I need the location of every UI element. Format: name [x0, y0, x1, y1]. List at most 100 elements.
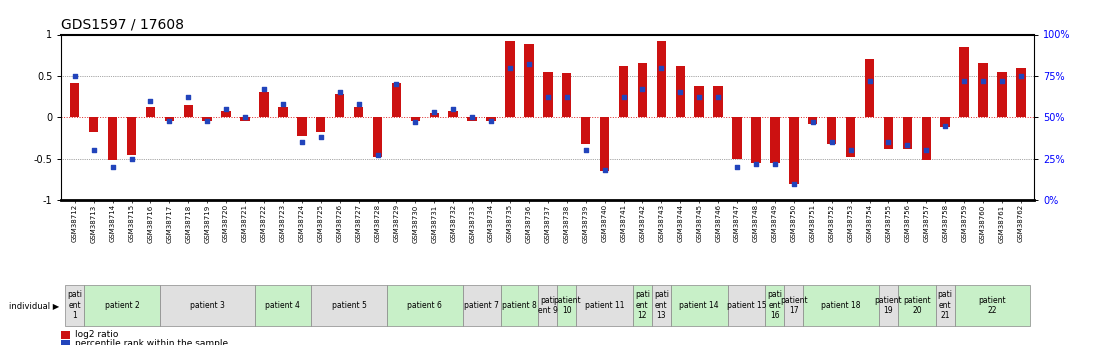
- Point: [520, 61, 538, 67]
- Text: pati
ent
1: pati ent 1: [67, 290, 83, 320]
- Bar: [126, 117, 136, 155]
- Text: GDS1597 / 17608: GDS1597 / 17608: [61, 18, 184, 32]
- Text: patient 5: patient 5: [332, 301, 367, 310]
- Bar: [618, 66, 628, 117]
- Point: [369, 152, 387, 158]
- Bar: [297, 117, 306, 136]
- Bar: [70, 82, 79, 117]
- Text: patient
17: patient 17: [780, 296, 807, 315]
- Bar: [164, 117, 174, 121]
- Point: [577, 148, 595, 153]
- Bar: [675, 66, 685, 117]
- Point: [274, 101, 292, 107]
- Point: [236, 115, 254, 120]
- Point: [634, 86, 652, 92]
- Bar: [410, 117, 420, 121]
- Point: [463, 115, 481, 120]
- Bar: [505, 41, 514, 117]
- Bar: [240, 117, 249, 121]
- Text: patient 7: patient 7: [464, 301, 499, 310]
- Bar: [429, 113, 439, 117]
- Bar: [637, 63, 647, 117]
- Point: [179, 95, 197, 100]
- Point: [823, 139, 841, 145]
- Bar: [354, 107, 363, 117]
- Bar: [732, 117, 741, 159]
- Bar: [581, 117, 590, 144]
- Point: [785, 181, 803, 186]
- Point: [709, 95, 727, 100]
- Point: [766, 161, 784, 166]
- Bar: [713, 86, 723, 117]
- Point: [501, 65, 519, 70]
- Point: [539, 95, 557, 100]
- Point: [160, 118, 178, 124]
- Point: [899, 143, 917, 148]
- Point: [104, 164, 122, 170]
- Bar: [694, 86, 704, 117]
- Text: patient 11: patient 11: [585, 301, 624, 310]
- Bar: [959, 47, 969, 117]
- Text: pati
ent
13: pati ent 13: [654, 290, 669, 320]
- Bar: [221, 111, 230, 117]
- Text: patient 2: patient 2: [105, 301, 140, 310]
- Text: patient 8: patient 8: [502, 301, 537, 310]
- Text: percentile rank within the sample: percentile rank within the sample: [75, 339, 228, 345]
- Bar: [1016, 68, 1025, 117]
- Point: [747, 161, 765, 166]
- Text: patient 3: patient 3: [190, 301, 225, 310]
- Bar: [940, 117, 950, 127]
- Bar: [883, 117, 893, 149]
- Bar: [978, 63, 988, 117]
- Bar: [846, 117, 855, 157]
- Point: [350, 101, 368, 107]
- Bar: [259, 92, 268, 117]
- Text: pati
ent 9: pati ent 9: [538, 296, 558, 315]
- Bar: [751, 117, 760, 163]
- Text: patient 6: patient 6: [407, 301, 443, 310]
- Point: [690, 95, 708, 100]
- Text: patient
10: patient 10: [553, 296, 580, 315]
- Point: [198, 118, 216, 124]
- Point: [331, 90, 349, 95]
- Text: patient 15: patient 15: [727, 301, 766, 310]
- Text: patient
20: patient 20: [903, 296, 930, 315]
- Text: pati
ent
12: pati ent 12: [635, 290, 650, 320]
- Point: [1012, 73, 1030, 79]
- Bar: [902, 117, 912, 149]
- Point: [558, 95, 576, 100]
- Bar: [770, 117, 779, 163]
- Bar: [202, 117, 212, 121]
- Bar: [921, 117, 931, 160]
- Point: [974, 78, 992, 83]
- Text: pati
ent
21: pati ent 21: [938, 290, 953, 320]
- Point: [425, 110, 443, 115]
- Point: [255, 86, 273, 92]
- Bar: [467, 117, 477, 121]
- Point: [312, 135, 330, 140]
- Bar: [391, 82, 401, 117]
- Bar: [486, 117, 495, 121]
- Bar: [543, 72, 552, 117]
- Point: [482, 118, 500, 124]
- Point: [880, 139, 898, 145]
- Point: [936, 123, 954, 128]
- Point: [596, 168, 614, 173]
- Point: [293, 139, 311, 145]
- Text: patient 14: patient 14: [680, 301, 719, 310]
- Point: [993, 78, 1011, 83]
- Point: [444, 106, 462, 112]
- Point: [123, 156, 141, 161]
- Point: [861, 78, 879, 83]
- Point: [85, 148, 103, 153]
- Point: [955, 78, 973, 83]
- Bar: [145, 107, 155, 117]
- Text: patient
19: patient 19: [874, 296, 902, 315]
- Point: [217, 106, 235, 112]
- Text: patient 18: patient 18: [822, 301, 861, 310]
- Point: [142, 98, 160, 104]
- Bar: [656, 41, 666, 117]
- Point: [804, 119, 822, 125]
- Bar: [183, 105, 193, 117]
- Bar: [448, 111, 458, 117]
